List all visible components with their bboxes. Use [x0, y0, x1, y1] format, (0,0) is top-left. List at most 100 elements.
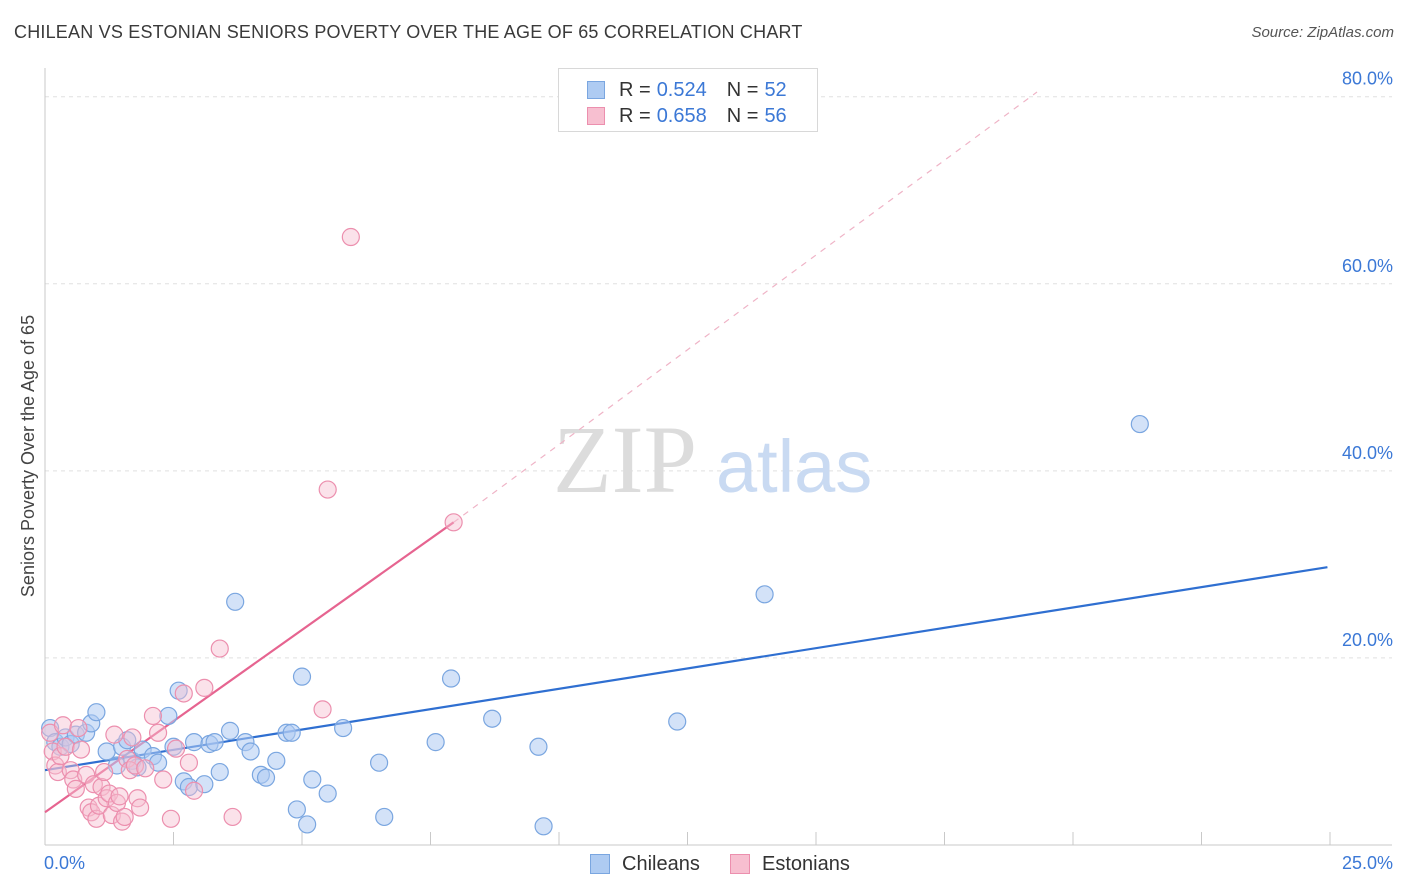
point-estonians: [223, 807, 242, 827]
y-axis-tick-labels: 20.0% 40.0% 60.0% 80.0%: [1342, 69, 1393, 650]
point-estonians: [318, 480, 337, 499]
legend-r-label: R =: [619, 104, 651, 127]
point-chileans: [210, 762, 229, 782]
point-estonians: [130, 798, 150, 817]
legend-swatch-chileans: [587, 81, 605, 99]
point-estonians: [174, 684, 193, 703]
source-label: Source: ZipAtlas.com: [1251, 24, 1394, 41]
legend-n-label: N =: [726, 104, 759, 127]
chart-title: CHILEAN VS ESTONIAN SENIORS POVERTY OVER…: [14, 22, 803, 42]
point-chileans: [195, 775, 214, 794]
point-chileans: [303, 770, 322, 789]
point-chileans: [169, 681, 188, 700]
x-axis-max-label: 25.0%: [1342, 853, 1393, 873]
point-estonians: [154, 770, 173, 789]
legend-n-label: N =: [726, 78, 759, 101]
bottom-legend-swatch-chileans: [590, 854, 610, 874]
series-estonians: [41, 227, 463, 831]
legend-r-label: R =: [619, 78, 651, 101]
trend-line-estonians-extended: [453, 91, 1038, 523]
point-chileans: [159, 706, 178, 726]
legend-r-value-estonians: 0.658: [656, 104, 707, 127]
point-chileans: [220, 721, 240, 740]
legend-row-chileans: R = 0.524 N = 52: [587, 77, 787, 103]
point-estonians: [56, 737, 75, 756]
point-estonians: [51, 747, 70, 766]
point-chileans: [441, 669, 461, 688]
point-estonians: [89, 796, 109, 815]
bottom-legend-chileans[interactable]: Chileans: [590, 850, 700, 878]
point-chileans: [1130, 414, 1149, 434]
point-chileans: [534, 817, 553, 836]
point-estonians: [195, 678, 214, 697]
x-axis-min-label: 0.0%: [44, 853, 85, 873]
y-tick-label: 20.0%: [1342, 630, 1393, 650]
point-estonians: [125, 756, 145, 775]
point-estonians: [148, 723, 168, 742]
point-estonians: [313, 700, 332, 719]
legend-n-value-chileans: 52: [764, 78, 787, 101]
bottom-legend-label-chileans: Chileans: [622, 852, 700, 875]
point-estonians: [71, 740, 91, 759]
grid-lines: [45, 96, 1392, 659]
point-chileans: [205, 733, 224, 752]
point-estonians: [110, 787, 129, 806]
point-chileans: [97, 742, 116, 761]
legend-n-value-estonians: 56: [764, 104, 787, 127]
point-chileans: [267, 751, 286, 770]
legend-row-estonians: R = 0.658 N = 56: [587, 103, 787, 129]
point-chileans: [226, 592, 245, 611]
y-tick-label: 80.0%: [1342, 69, 1393, 89]
point-chileans: [87, 703, 106, 722]
point-chileans: [164, 737, 183, 756]
y-tick-label: 60.0%: [1342, 256, 1393, 276]
point-estonians: [95, 762, 114, 782]
point-chileans: [529, 737, 548, 756]
point-estonians: [100, 784, 119, 803]
trend-line-chileans: [44, 566, 1328, 772]
point-chileans: [256, 768, 276, 787]
watermark: ZIP atlas: [553, 406, 872, 513]
point-chileans: [241, 742, 260, 761]
x-axis-ticks: [173, 832, 1331, 845]
point-estonians: [123, 728, 142, 747]
point-chileans: [282, 723, 301, 742]
bottom-legend-swatch-estonians: [730, 854, 750, 874]
point-chileans: [292, 667, 312, 686]
point-estonians: [161, 809, 181, 828]
y-tick-label: 40.0%: [1342, 443, 1393, 463]
point-estonians: [136, 759, 155, 778]
point-chileans: [668, 712, 687, 731]
point-chileans: [426, 733, 445, 752]
point-estonians: [341, 227, 360, 247]
point-chileans: [318, 784, 337, 803]
point-estonians: [444, 513, 463, 532]
bottom-legend-estonians[interactable]: Estonians: [730, 850, 850, 878]
point-chileans: [483, 709, 502, 728]
point-chileans: [755, 585, 774, 604]
legend-r-value-chileans: 0.524: [656, 78, 707, 101]
point-estonians: [184, 781, 204, 800]
bottom-legend-label-estonians: Estonians: [762, 852, 850, 875]
point-estonians: [166, 739, 186, 758]
point-estonians: [115, 807, 134, 827]
point-estonians: [210, 639, 229, 658]
watermark-zip: ZIP: [553, 406, 697, 513]
point-chileans: [184, 733, 204, 752]
point-estonians: [77, 765, 96, 784]
point-estonians: [69, 718, 88, 738]
point-estonians: [66, 779, 85, 798]
point-chileans: [370, 753, 389, 772]
legend-swatch-estonians: [587, 107, 605, 125]
y-axis-title: Seniors Poverty Over the Age of 65: [18, 315, 38, 597]
correlation-legend: R = 0.524 N = 52 R = 0.658 N = 56: [558, 68, 818, 132]
point-estonians: [53, 716, 73, 735]
point-estonians: [143, 706, 163, 726]
watermark-atlas: atlas: [716, 425, 872, 508]
point-chileans: [298, 815, 317, 834]
point-chileans: [375, 807, 394, 827]
point-chileans: [334, 718, 353, 738]
point-estonians: [179, 753, 199, 772]
point-chileans: [287, 800, 306, 819]
